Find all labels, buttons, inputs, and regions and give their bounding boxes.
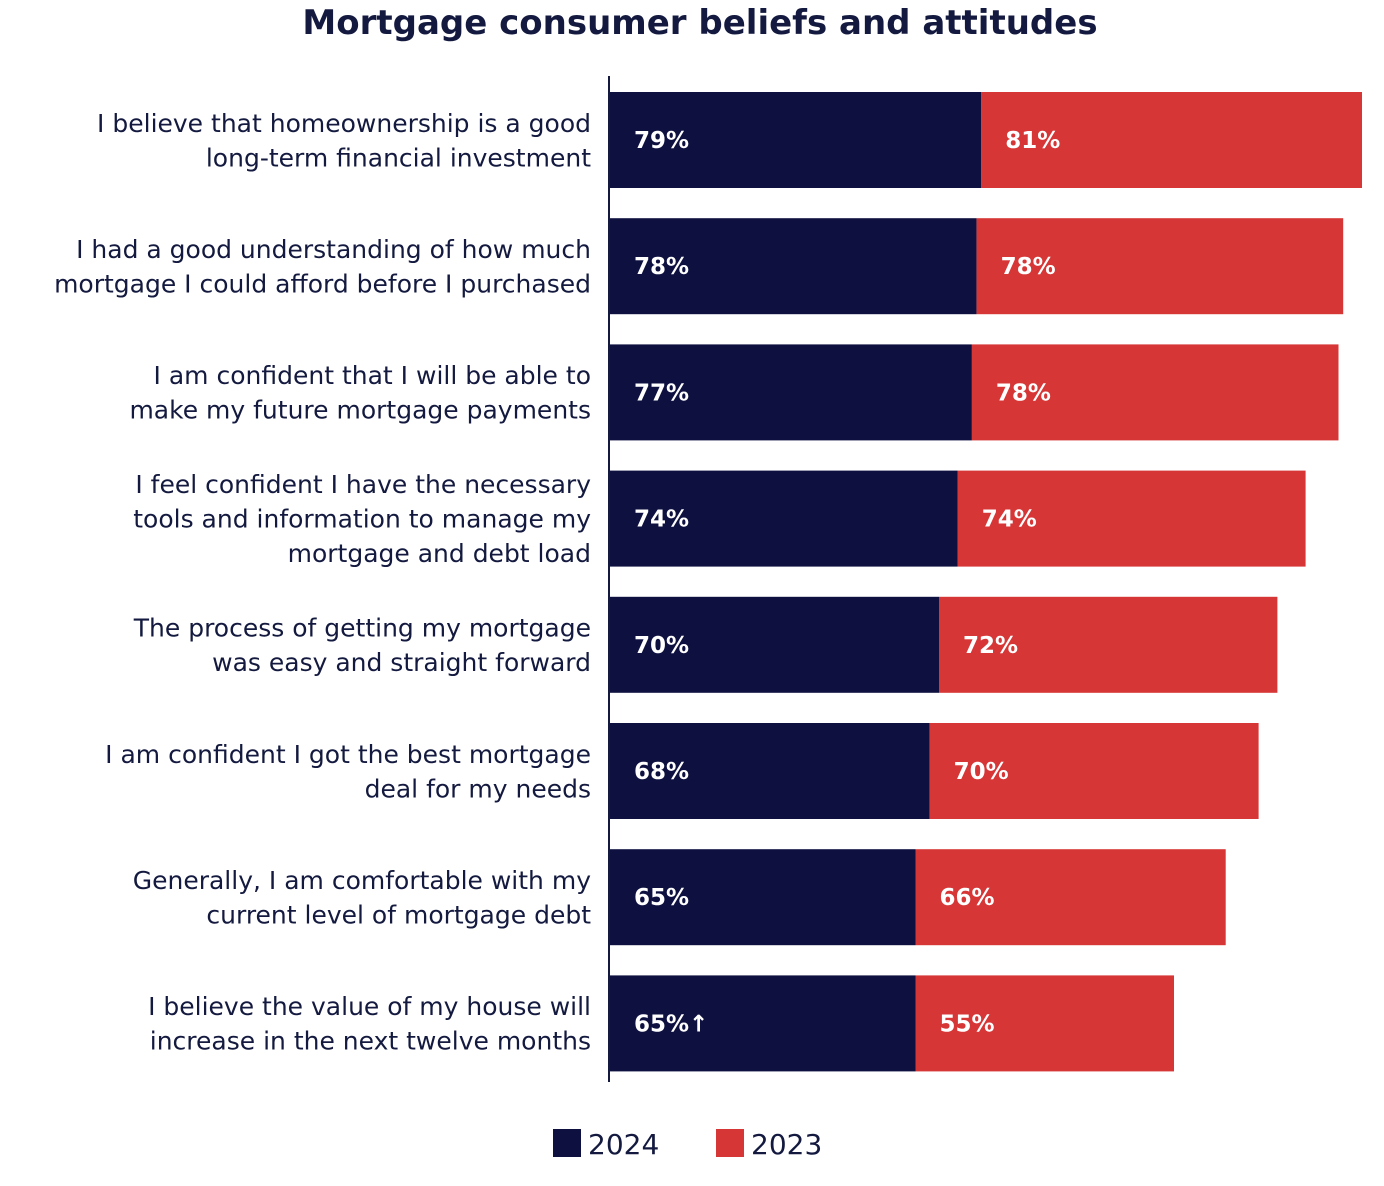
bar-2023	[915, 849, 1226, 946]
category-label: The process of getting my mortgage was ea…	[133, 614, 591, 678]
data-label-2024: 77%	[634, 380, 689, 406]
bar-2024	[610, 596, 939, 693]
data-label-2023: 81%	[1005, 128, 1060, 154]
data-label-2023: 55%	[940, 1011, 995, 1037]
data-label-2024: 78%	[634, 254, 689, 280]
bar-2023	[957, 470, 1306, 567]
bar-2023	[939, 596, 1278, 693]
bar-2024	[610, 344, 972, 441]
bar-2023	[976, 218, 1344, 315]
legend-swatch-2023	[716, 1129, 744, 1157]
category-label: I am confident I got the best mortgage de…	[105, 740, 591, 804]
category-label: I believe the value of my house will incr…	[148, 992, 591, 1056]
bar-2024	[610, 723, 930, 819]
bar-2024	[610, 92, 982, 188]
data-label-2024: 74%	[634, 507, 689, 533]
data-label-2024: 79%	[634, 128, 689, 154]
data-label-2023: 72%	[963, 633, 1018, 659]
legend-swatch-2024	[553, 1129, 581, 1157]
category-label: I had a good understanding of how much mo…	[54, 235, 591, 299]
bar-2024	[610, 975, 916, 1072]
category-label: Generally, I am comfortable with my curre…	[133, 866, 591, 930]
bar-2023	[971, 344, 1339, 441]
data-label-2023: 78%	[996, 380, 1051, 406]
legend-label-2023: 2023	[751, 1128, 822, 1161]
bar-2023	[981, 92, 1362, 188]
bars: I believe that homeownership is a good lo…	[54, 92, 1362, 1072]
bar-2024	[610, 218, 977, 315]
data-label-2023: 74%	[982, 507, 1037, 533]
data-label-2024: 68%	[634, 759, 689, 785]
data-label-2024: 65%↑	[634, 1011, 708, 1037]
data-label-2023: 78%	[1001, 254, 1056, 280]
bar-2023	[929, 723, 1259, 819]
category-label: I believe that homeownership is a good lo…	[97, 109, 591, 173]
data-label-2024: 70%	[634, 633, 689, 659]
data-label-2023: 70%	[954, 759, 1009, 785]
category-label: I feel confident I have the necessary too…	[133, 470, 591, 568]
bar-2024	[610, 470, 958, 567]
data-label-2023: 66%	[940, 885, 995, 911]
data-label-2024: 65%	[634, 885, 689, 911]
legend: 2024 2023	[553, 1128, 822, 1161]
chart-title: Mortgage consumer beliefs and attitudes	[302, 3, 1097, 43]
category-label: I am confident that I will be able to mak…	[129, 361, 591, 425]
bar-2024	[610, 849, 916, 946]
bar-2023	[915, 975, 1174, 1072]
legend-label-2024: 2024	[588, 1128, 659, 1161]
